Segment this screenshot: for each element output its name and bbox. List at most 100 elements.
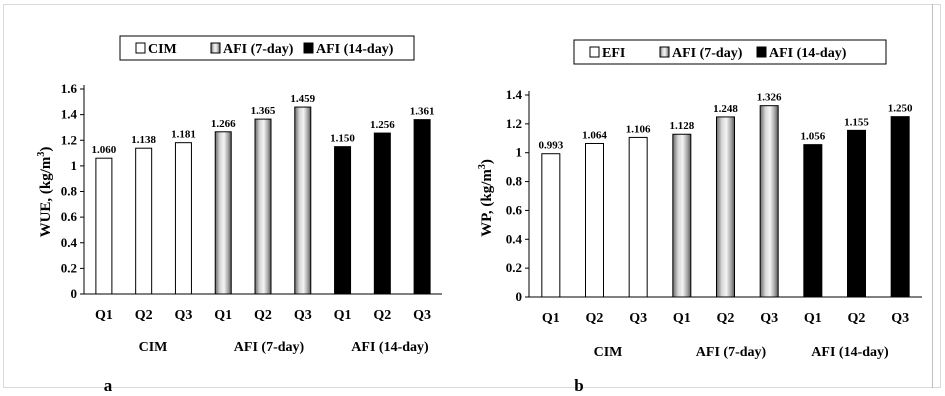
category-label: Q3 [891, 311, 909, 326]
category-label: Q1 [334, 308, 352, 323]
bar [95, 157, 113, 295]
bar [135, 147, 153, 295]
category-label: Q1 [542, 311, 560, 326]
bar-value-label: 1.361 [410, 106, 435, 118]
y-tick-label: 0.8 [61, 184, 78, 199]
category-label: Q1 [95, 308, 113, 323]
bar-value-label: 1.181 [171, 129, 196, 141]
bar [803, 144, 823, 298]
legend-swatch [135, 42, 146, 54]
y-tick-label: 0.6 [506, 202, 523, 217]
bar-value-label: 1.056 [800, 131, 825, 143]
bar [174, 142, 192, 295]
category-label: Q2 [586, 311, 604, 326]
figure-edge-line [932, 4, 933, 388]
bar-value-label: 1.248 [713, 103, 738, 115]
chart-a: CIM AFI (7-day) AFI (14-day) 0 0.2 0.4 0.6 0.8 1… [36, 35, 442, 395]
panel-label: b [574, 376, 583, 395]
bar [672, 133, 692, 298]
group-label: AFI (7-day) [696, 345, 767, 360]
category-label: Q2 [848, 311, 866, 326]
y-tick-label: 0.6 [61, 209, 78, 224]
category-label: Q2 [373, 308, 391, 323]
category-label: Q1 [673, 311, 691, 326]
legend-swatch [756, 46, 767, 58]
bar [628, 136, 648, 298]
y-tick-label: 1.2 [61, 132, 77, 147]
legend-label: EFI [602, 46, 625, 61]
y-tick-label: 1.4 [506, 87, 523, 102]
bar-value-label: 0.993 [538, 140, 563, 152]
bar [847, 129, 866, 298]
bar-value-label: 1.250 [888, 103, 913, 115]
y-tick-label: 0 [71, 286, 78, 301]
bar-value-label: 1.150 [330, 133, 355, 145]
category-label: Q3 [174, 308, 192, 323]
y-tick-label: 1 [516, 145, 523, 160]
group-label: AFI (14-day) [811, 345, 889, 360]
bar-value-label: 1.138 [131, 134, 156, 146]
legend-swatch [589, 46, 600, 58]
category-label: Q2 [135, 308, 153, 323]
y-tick-label: 0.2 [506, 260, 522, 275]
legend-label: AFI (7-day) [672, 46, 743, 61]
y-tick-label: 0 [516, 289, 523, 304]
y-tick-label: 0.4 [506, 231, 523, 246]
category-label: Q1 [214, 308, 232, 323]
legend-box [119, 35, 415, 61]
group-label: AFI (7-day) [234, 340, 305, 355]
bar-value-label: 1.128 [669, 120, 694, 132]
legend-swatch [303, 42, 314, 54]
bar [214, 131, 232, 295]
y-axis-label: WP, (kg/m3) [477, 159, 495, 237]
category-label: Q1 [804, 311, 822, 326]
bar-value-label: 1.266 [211, 118, 236, 130]
bar-value-label: 1.459 [290, 93, 315, 105]
group-label: CIM [594, 345, 623, 360]
bar [541, 153, 561, 298]
group-label: AFI (14-day) [351, 340, 429, 355]
category-label: Q3 [413, 308, 431, 323]
bar [413, 119, 431, 295]
bar-value-label: 1.155 [844, 116, 869, 128]
y-tick-label: 0.8 [506, 174, 523, 189]
y-tick-label: 1.4 [61, 107, 78, 122]
legend-box [573, 39, 887, 65]
category-label: Q2 [717, 311, 735, 326]
panel-label: a [104, 376, 113, 395]
bar [334, 146, 352, 295]
category-label: Q3 [760, 311, 778, 326]
bar [716, 116, 735, 298]
group-label: CIM [139, 340, 168, 355]
category-label: Q3 [629, 311, 647, 326]
legend-label: AFI (7-day) [223, 42, 294, 57]
bar [373, 132, 391, 295]
legend-swatch [210, 42, 221, 54]
y-tick-label: 0.4 [61, 235, 78, 250]
legend-label: CIM [148, 42, 177, 57]
category-label: Q2 [254, 308, 272, 323]
y-tick-label: 0.2 [61, 260, 77, 275]
bar [585, 142, 604, 298]
legend-label: AFI (14-day) [316, 42, 394, 57]
bar [254, 118, 272, 295]
bar-value-label: 1.365 [251, 105, 276, 117]
bar [294, 106, 312, 295]
legend-swatch [659, 46, 670, 58]
bar-value-label: 1.064 [582, 129, 607, 141]
bar [890, 116, 910, 298]
bar-value-label: 1.106 [626, 123, 651, 135]
y-tick-label: 1.6 [61, 81, 78, 96]
bar-value-label: 1.060 [92, 144, 117, 156]
figure-frame [3, 4, 941, 388]
y-axis-label: WUE, (kg/m3) [36, 147, 54, 238]
y-tick-label: 1 [71, 158, 78, 173]
category-label: Q3 [294, 308, 312, 323]
chart-b: EFI AFI (7-day) AFI (14-day) 0 0.2 0.4 0.6 0.8 1… [477, 39, 922, 395]
bar-value-label: 1.326 [757, 92, 782, 104]
bar-value-label: 1.256 [370, 119, 395, 131]
bar [759, 105, 779, 298]
legend-label: AFI (14-day) [769, 46, 847, 61]
y-tick-label: 1.2 [506, 116, 522, 131]
